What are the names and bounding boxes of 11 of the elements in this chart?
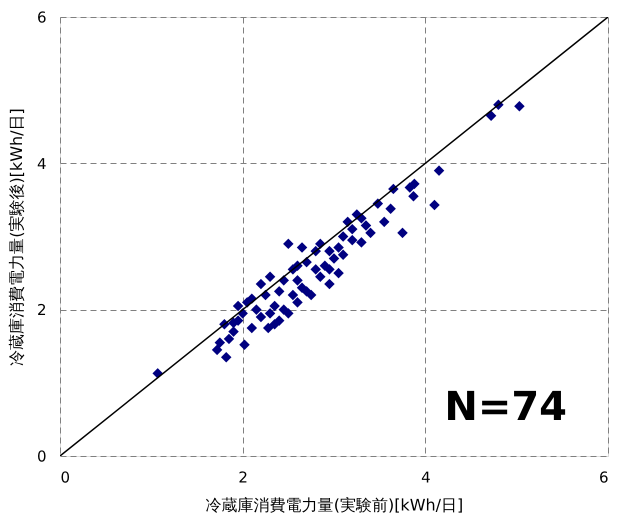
x-tick-label: 4 <box>421 468 431 486</box>
x-axis-title: 冷蔵庫消費電力量(実験前)[kWh/日] <box>206 496 464 514</box>
x-tick-label: 2 <box>238 468 248 486</box>
y-tick-label: 6 <box>36 8 46 26</box>
x-tick-label: 0 <box>60 468 70 486</box>
y-tick-label: 4 <box>36 154 46 173</box>
annotation: N=74 <box>444 384 567 430</box>
x-tick-label: 6 <box>598 468 608 486</box>
y-tick-label: 2 <box>36 301 46 320</box>
y-axis-title: 冷蔵庫消費電力量(実験後)[kWh/日] <box>6 108 26 366</box>
y-tick-label: 0 <box>36 448 46 466</box>
